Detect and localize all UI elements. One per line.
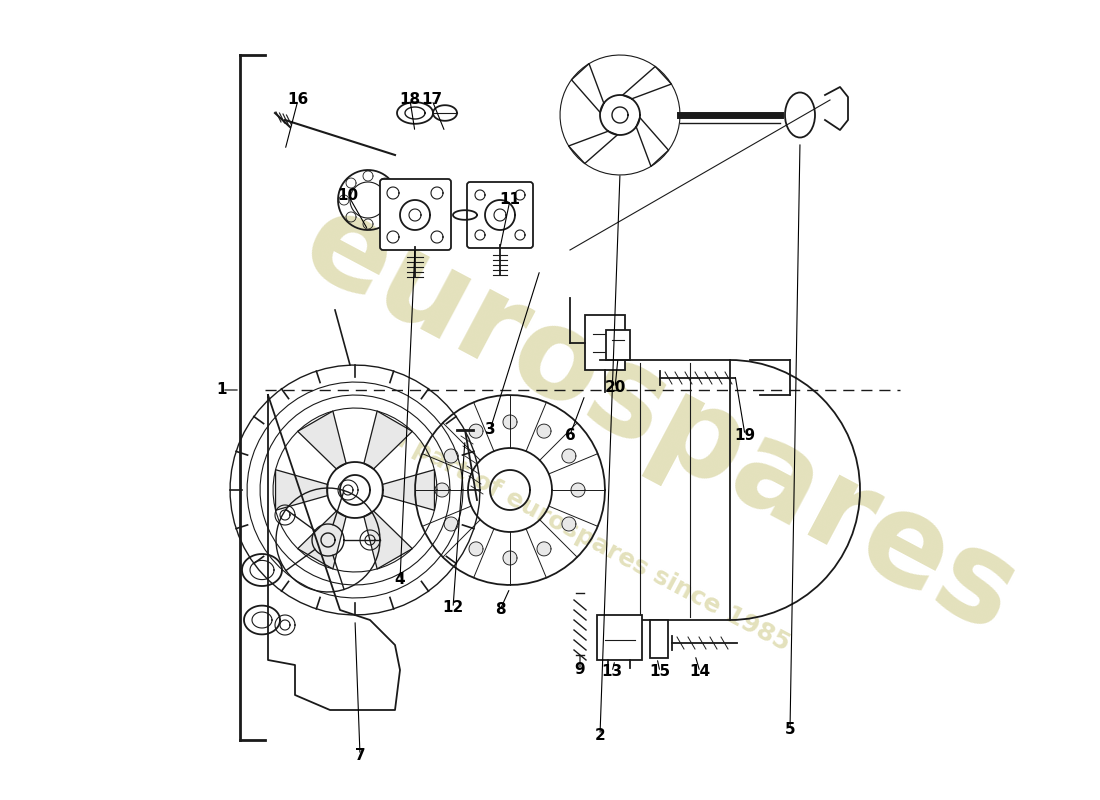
Text: 13: 13	[602, 665, 623, 679]
Text: 9: 9	[574, 662, 585, 678]
Polygon shape	[383, 470, 434, 510]
Polygon shape	[537, 542, 551, 556]
Text: 10: 10	[338, 187, 359, 202]
Polygon shape	[364, 411, 412, 469]
Text: a part of eurospares since 1985: a part of eurospares since 1985	[386, 424, 794, 656]
Polygon shape	[562, 449, 576, 463]
Polygon shape	[537, 424, 551, 438]
FancyBboxPatch shape	[468, 182, 534, 248]
Text: 14: 14	[690, 665, 711, 679]
Polygon shape	[298, 511, 346, 569]
FancyBboxPatch shape	[379, 179, 451, 250]
Text: 20: 20	[604, 381, 626, 395]
Text: 8: 8	[495, 602, 505, 618]
Polygon shape	[503, 415, 517, 429]
Polygon shape	[562, 517, 576, 531]
Text: 3: 3	[485, 422, 495, 438]
Text: 7: 7	[354, 747, 365, 762]
Text: 2: 2	[595, 727, 605, 742]
Polygon shape	[503, 551, 517, 565]
Text: eurospares: eurospares	[283, 181, 1037, 659]
Text: 18: 18	[399, 93, 420, 107]
Text: 17: 17	[421, 93, 442, 107]
Polygon shape	[469, 424, 483, 438]
Bar	[597, 615, 642, 660]
Bar	[585, 315, 625, 370]
Polygon shape	[469, 542, 483, 556]
Text: 12: 12	[442, 601, 463, 615]
Text: 5: 5	[784, 722, 795, 738]
Ellipse shape	[785, 93, 815, 138]
Text: 6: 6	[564, 427, 575, 442]
Text: 4: 4	[395, 573, 405, 587]
Polygon shape	[434, 483, 449, 497]
Polygon shape	[275, 470, 328, 510]
Text: 19: 19	[735, 427, 756, 442]
Text: 11: 11	[499, 193, 520, 207]
Polygon shape	[571, 483, 585, 497]
Bar	[650, 620, 668, 658]
Polygon shape	[444, 517, 458, 531]
Text: 1: 1	[217, 382, 228, 398]
Polygon shape	[298, 411, 346, 469]
Polygon shape	[444, 449, 458, 463]
Bar	[606, 330, 630, 360]
Text: 15: 15	[649, 665, 671, 679]
Polygon shape	[364, 511, 412, 569]
Text: 16: 16	[287, 93, 309, 107]
